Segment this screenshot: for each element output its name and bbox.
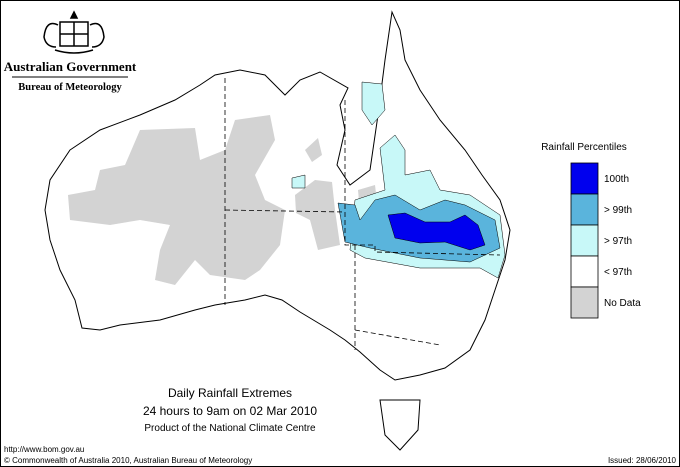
state-borders [224,78,501,350]
caption-product: Product of the National Climate Centre [144,423,316,434]
no-data-area [68,115,285,285]
footer-issued: Issued: 28/06/2010 [608,456,677,465]
coat-of-arms [43,10,105,54]
legend-swatch [570,193,599,226]
map [44,10,511,451]
footer-copyright: © Commonwealth of Australia 2010, Austra… [4,456,252,465]
legend-label: 100th [604,174,629,185]
legend-swatch [570,224,599,257]
legend-title: Rainfall Percentiles [541,142,627,153]
no-data-area [295,180,340,250]
no-data-areas [68,115,378,285]
state-border [344,100,501,256]
legend-label: < 97th [604,267,632,278]
legend-swatch [570,255,599,288]
legend-swatch [570,162,599,195]
tasmania [379,399,421,451]
state-border [224,209,346,213]
100th-area [387,212,486,251]
footer-url: http://www.bom.gov.au [4,445,84,454]
government-name: Australian Government [4,59,137,74]
legend-label: > 97th [604,236,632,247]
no-data-area [305,138,322,162]
rainfall-areas [291,81,506,279]
state-border [354,329,441,346]
legend-label: No Data [604,298,641,309]
legend-swatch [570,286,599,319]
caption-period: 24 hours to 9am on 02 Mar 2010 [143,404,317,418]
bureau-name: Bureau of Meteorology [18,82,122,93]
legend: 100th > 99th > 97th < 97th No Data [570,162,641,319]
legend-label: > 99th [604,205,632,216]
caption-title: Daily Rainfall Extremes [168,386,292,400]
mainland [44,10,511,381]
